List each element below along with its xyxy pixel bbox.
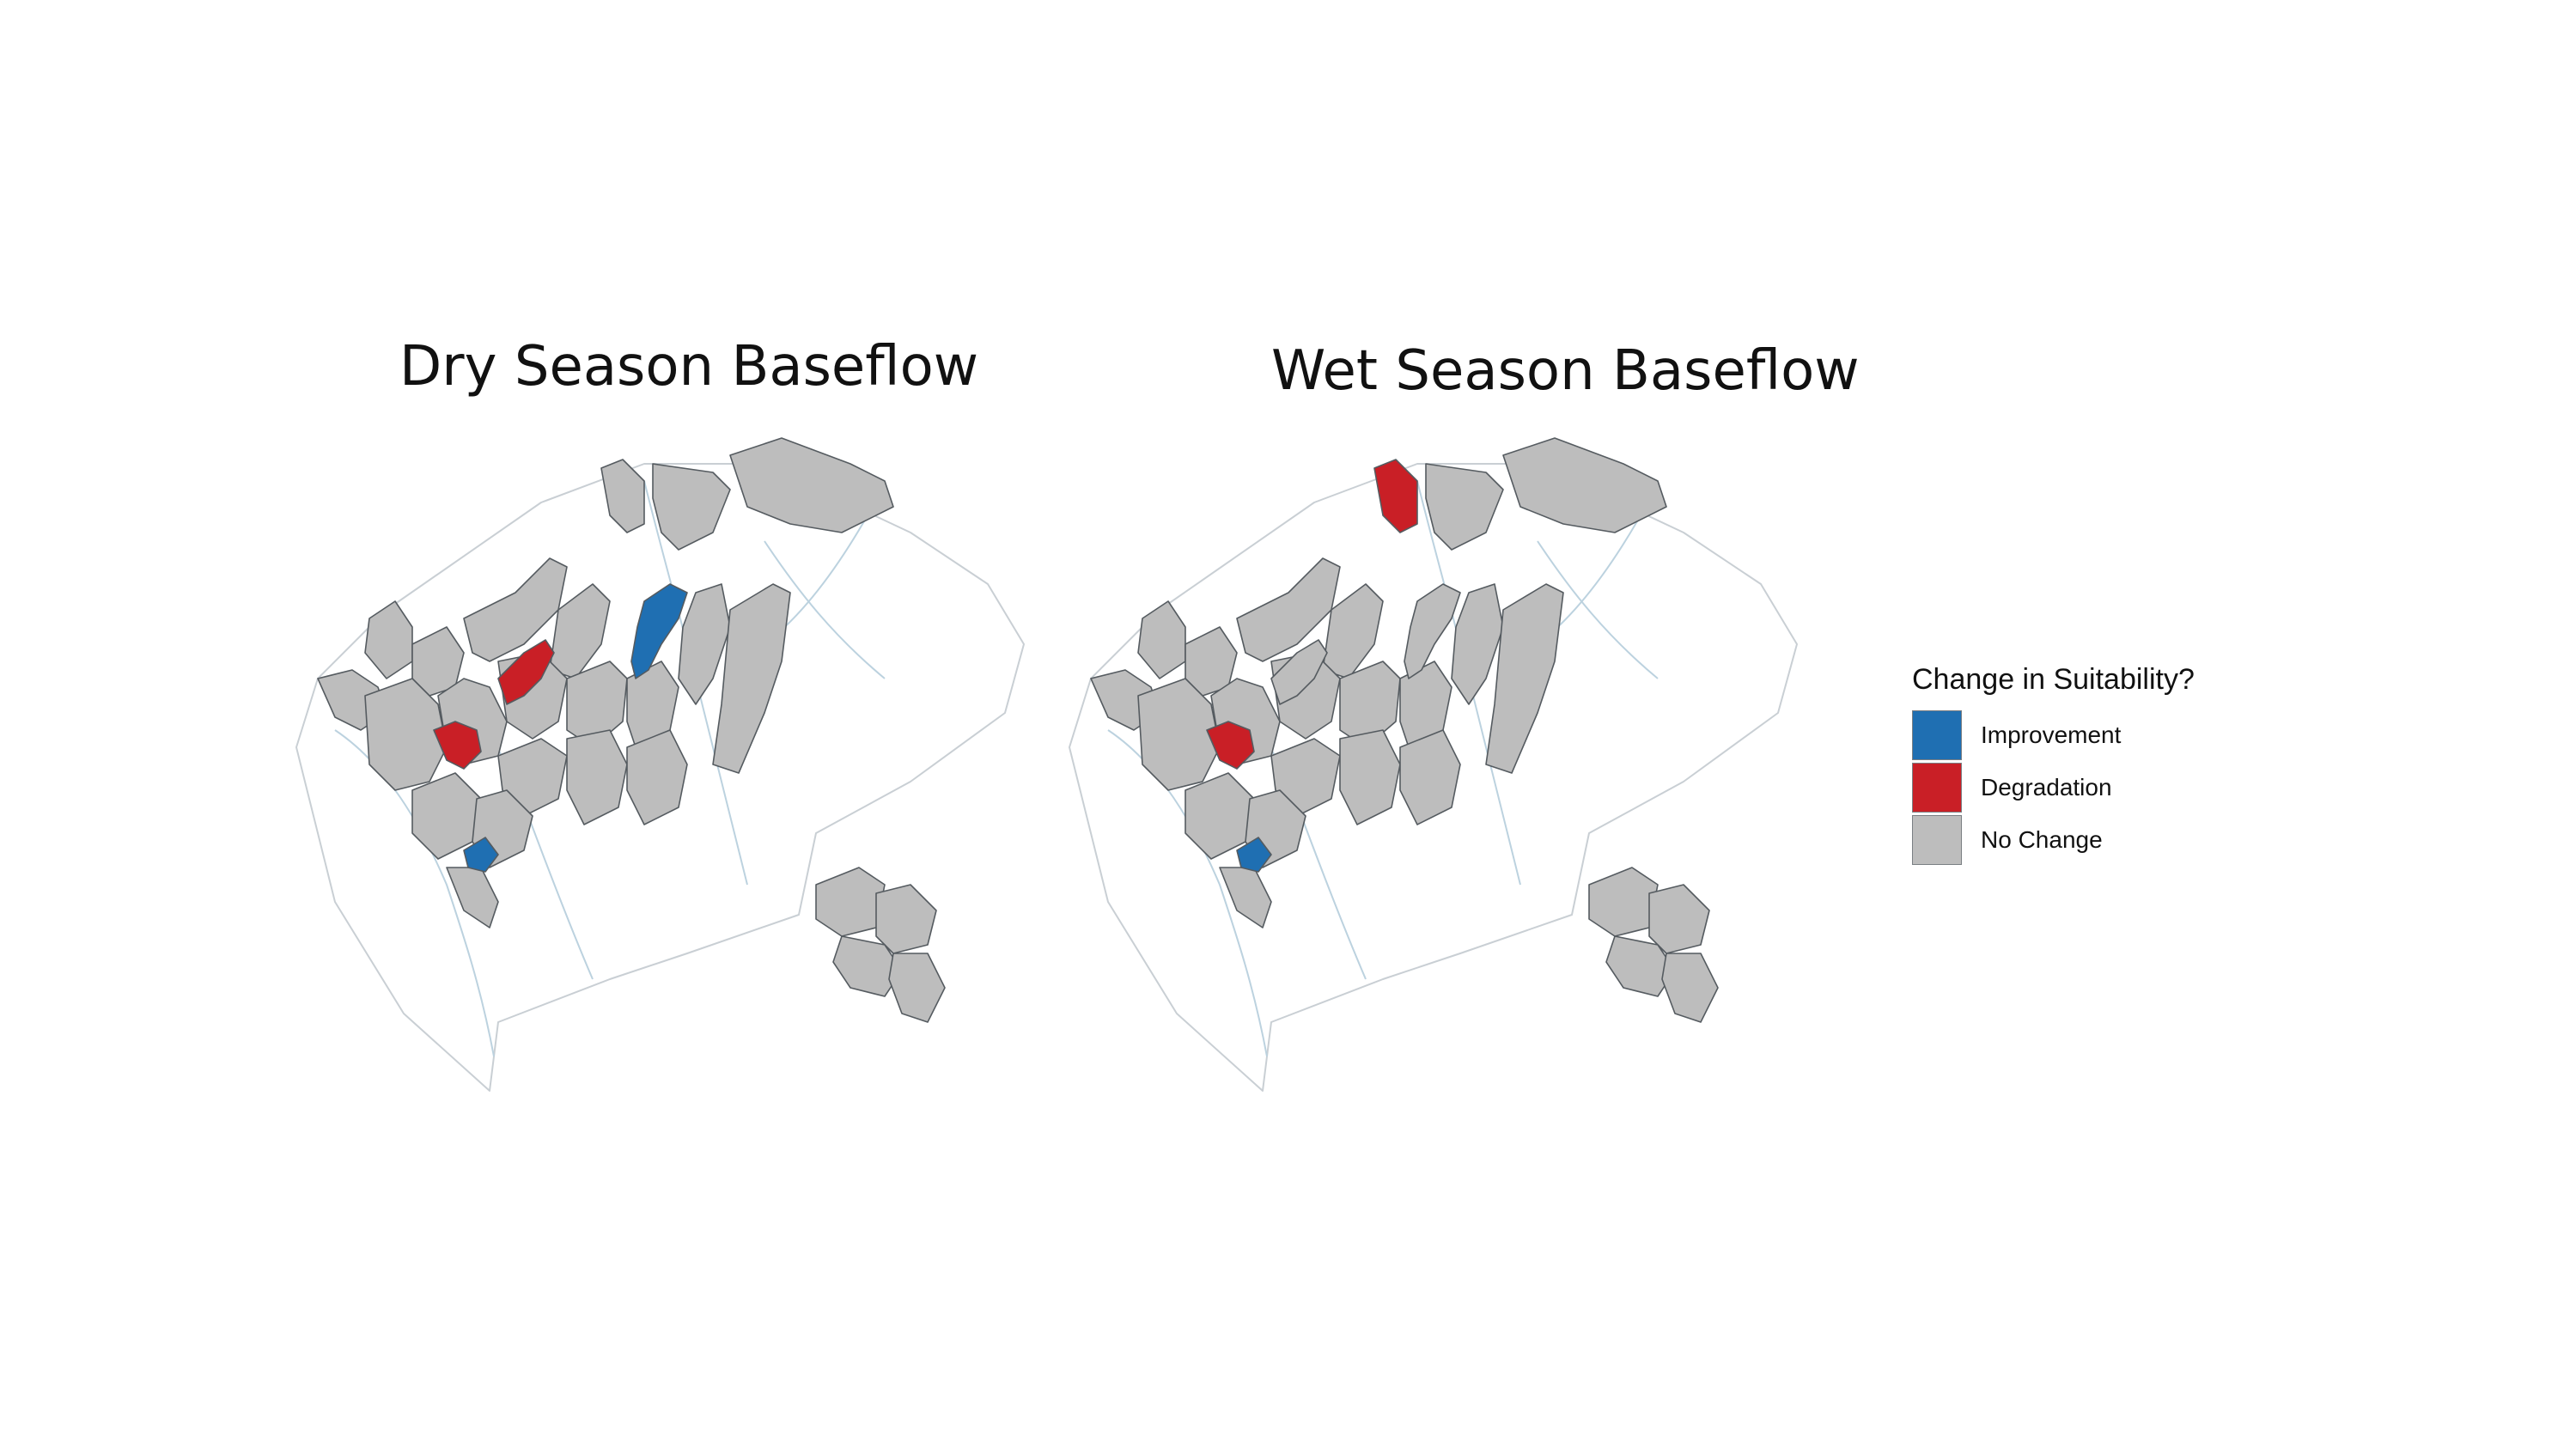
region-u8 [729, 437, 894, 533]
dry-season-map [295, 437, 1025, 1092]
region-u27 [1588, 867, 1659, 937]
region-u18 [1270, 738, 1341, 817]
region-u14 [364, 678, 448, 791]
legend-label-improvement: Improvement [1981, 721, 2122, 748]
region-u17 [566, 661, 628, 748]
legend-item-improvement: Improvement [1912, 709, 2195, 761]
region-u18 [497, 738, 568, 817]
region-u21 [1399, 729, 1461, 825]
legend-title: Change in Suitability? [1912, 663, 2195, 696]
region-u1 [1373, 459, 1418, 533]
legend: Change in Suitability? Improvement Degra… [1912, 663, 2195, 866]
region-u30 [888, 953, 946, 1023]
region-u28 [1648, 884, 1710, 954]
legend-label-degradation: Degradation [1981, 773, 2112, 801]
region-u27 [815, 867, 886, 937]
legend-swatch-degradation [1912, 762, 1962, 813]
wet-season-title: Wet Season Baseflow [1271, 339, 1860, 403]
legend-label-no-change: No Change [1981, 825, 2103, 853]
legend-swatch-improvement [1912, 709, 1962, 760]
wet-season-map [1069, 437, 1798, 1092]
legend-item-degradation: Degradation [1912, 761, 2195, 813]
region-u17 [1339, 661, 1401, 748]
region-u4 [1270, 639, 1328, 705]
region-u8 [1502, 437, 1667, 533]
region-u2 [1404, 583, 1461, 679]
region-u26 [712, 583, 791, 774]
region-u4 [497, 639, 555, 705]
region-u9 [1137, 600, 1186, 679]
river [1537, 540, 1659, 679]
region-u7 [1425, 463, 1504, 551]
legend-item-no-change: No Change [1912, 813, 2195, 866]
region-u2 [630, 583, 688, 679]
region-u12 [463, 557, 568, 662]
region-u9 [364, 600, 413, 679]
region-u1 [600, 459, 645, 533]
region-u14 [1137, 678, 1221, 791]
region-u5 [1206, 721, 1255, 770]
region-u24 [1219, 867, 1272, 928]
region-u28 [875, 884, 937, 954]
river [764, 540, 886, 679]
watershed-outline [295, 463, 1025, 1092]
region-u29 [1605, 935, 1676, 997]
region-u5 [433, 721, 482, 770]
region-u25 [678, 583, 731, 705]
region-u24 [446, 867, 499, 928]
region-u7 [652, 463, 731, 551]
region-u6 [1236, 837, 1272, 873]
region-u6 [463, 837, 499, 873]
region-u29 [832, 935, 903, 997]
watershed-outline [1069, 463, 1798, 1092]
dry-season-title: Dry Season Baseflow [399, 335, 979, 399]
region-u25 [1451, 583, 1504, 705]
region-u21 [626, 729, 688, 825]
region-u19 [566, 729, 628, 825]
region-u12 [1236, 557, 1341, 662]
region-u19 [1339, 729, 1401, 825]
region-u26 [1485, 583, 1564, 774]
legend-swatch-no-change [1912, 814, 1962, 865]
region-u30 [1661, 953, 1719, 1023]
